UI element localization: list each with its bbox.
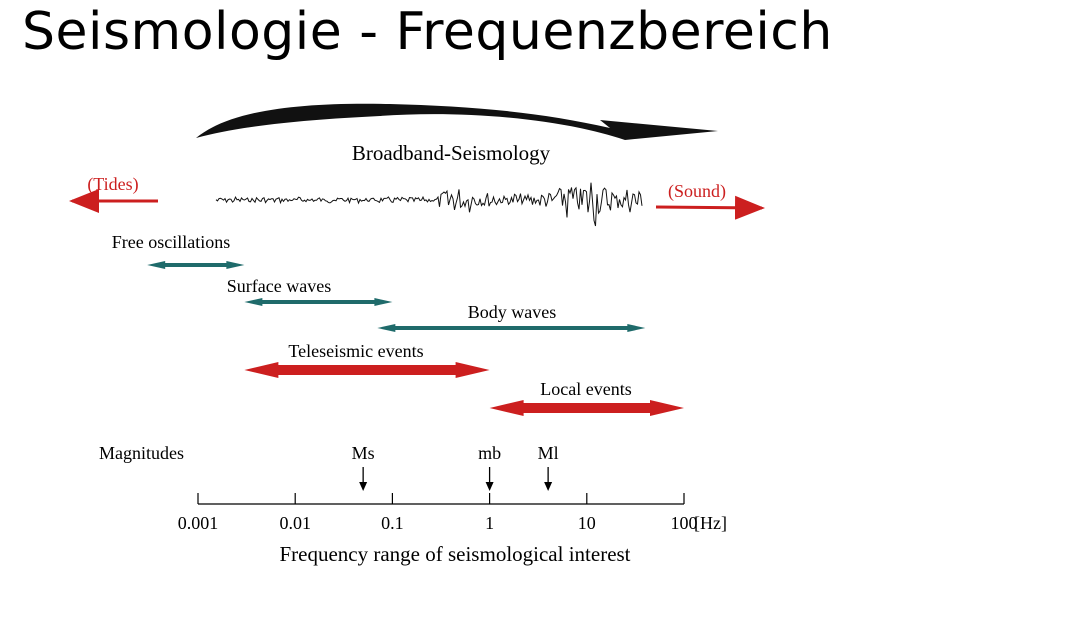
- broadband-heading: Broadband-Seismology: [352, 141, 551, 165]
- tides-label: (Tides): [87, 174, 138, 195]
- magnitude-arrowhead: [544, 482, 553, 491]
- axis-tick-label: 1: [485, 513, 494, 533]
- magnitude-label: Ml: [538, 443, 559, 463]
- band-arrow: [244, 362, 490, 378]
- magnitude-arrowhead: [359, 482, 368, 491]
- axis-tick-label: 100: [671, 513, 698, 533]
- magnitude-arrowhead: [485, 482, 494, 491]
- bands-layer: Free oscillations Surface waves Body waves…: [112, 232, 684, 416]
- axis-tick-label: 0.1: [381, 513, 404, 533]
- axis-label: Frequency range of seismological interes…: [279, 542, 630, 566]
- broadband-swoosh-arrow: [196, 103, 718, 140]
- magnitude-label: mb: [478, 443, 501, 463]
- magnitudes-layer: Ms mb Ml: [352, 443, 559, 491]
- frequency-axis: 0.001 0.01 0.1 1 10 100: [178, 493, 698, 533]
- band-label: Body waves: [468, 302, 557, 322]
- band-label: Teleseismic events: [288, 341, 423, 361]
- sound-arrow: [655, 195, 765, 220]
- band-label: Local events: [540, 379, 631, 399]
- band-label: Free oscillations: [112, 232, 230, 252]
- axis-tick-label: 0.001: [178, 513, 219, 533]
- sound-label: (Sound): [668, 181, 726, 202]
- band-arrow: [244, 298, 393, 306]
- magnitudes-label: Magnitudes: [99, 443, 184, 463]
- magnitude-label: Ms: [352, 443, 375, 463]
- band-arrow: [147, 261, 245, 269]
- seismogram-trace: [215, 182, 643, 227]
- axis-tick-label: 10: [578, 513, 596, 533]
- band-label: Surface waves: [227, 276, 331, 296]
- band-arrow: [489, 400, 684, 416]
- band-arrow: [377, 324, 646, 332]
- axis-unit: [Hz]: [694, 513, 727, 533]
- slide-title: Seismologie - Frequenzbereich: [22, 2, 833, 62]
- axis-tick-label: 0.01: [279, 513, 311, 533]
